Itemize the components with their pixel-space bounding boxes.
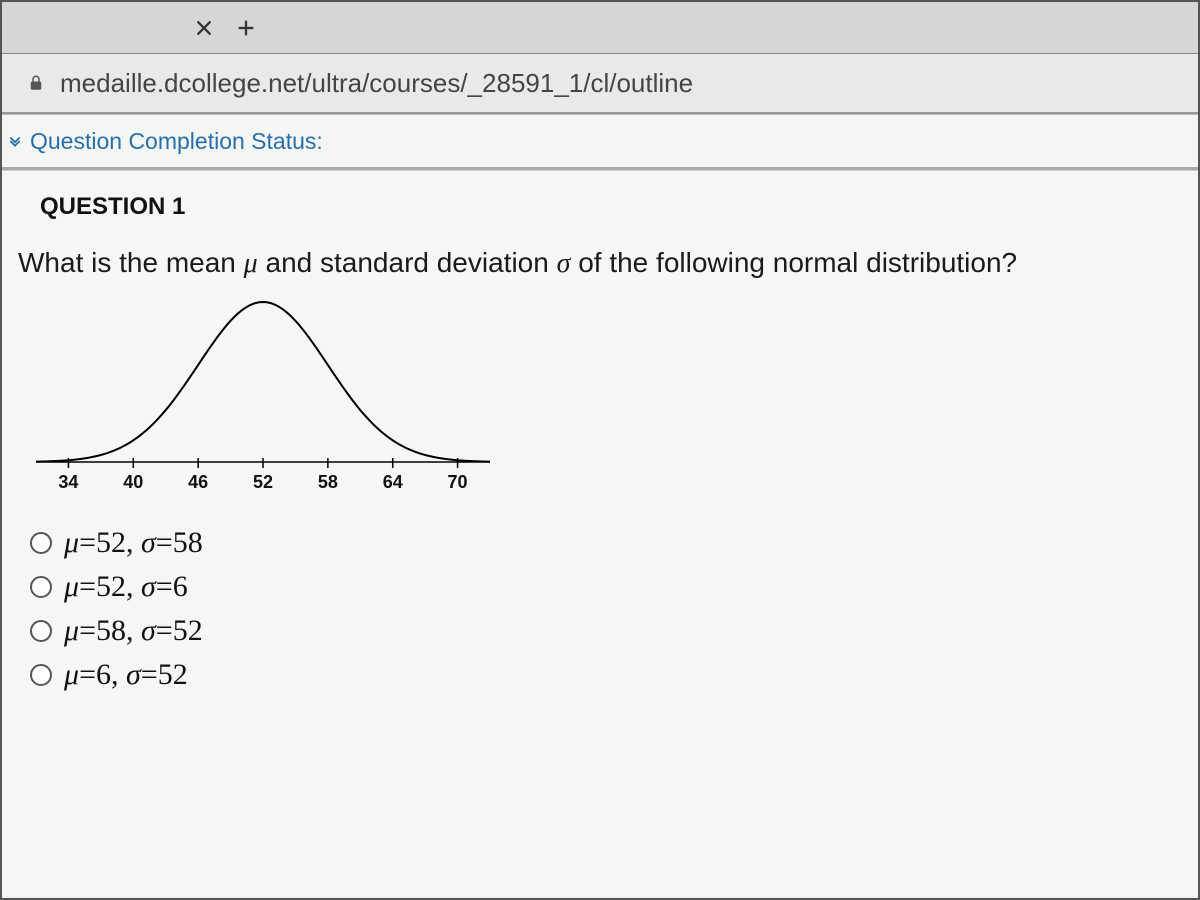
svg-text:40: 40: [123, 472, 143, 492]
chart-svg: 34 40 46 52 58 64 70: [28, 296, 508, 516]
answer-option[interactable]: μ=6, σ=52: [30, 658, 1182, 692]
prompt-text: What is the mean: [18, 247, 244, 278]
radio-button[interactable]: [30, 620, 52, 642]
answer-option[interactable]: μ=52, σ=6: [30, 570, 1182, 604]
browser-url-bar: medaille.dcollege.net/ultra/courses/_285…: [2, 54, 1198, 114]
answer-option[interactable]: μ=58, σ=52: [30, 614, 1182, 648]
option-label: μ=6, σ=52: [64, 658, 188, 692]
prompt-text: of the following normal distribution?: [570, 247, 1017, 278]
option-label: μ=52, σ=6: [64, 570, 188, 604]
lock-icon: [26, 73, 46, 93]
normal-distribution-chart: 34 40 46 52 58 64 70: [28, 296, 508, 516]
svg-text:58: 58: [318, 472, 338, 492]
browser-tab-strip: [2, 2, 1198, 54]
radio-button[interactable]: [30, 664, 52, 686]
new-tab-icon[interactable]: [234, 16, 258, 40]
completion-status-label: Question Completion Status:: [30, 128, 323, 155]
radio-button[interactable]: [30, 532, 52, 554]
sigma-symbol: σ: [557, 248, 571, 279]
app-window: medaille.dcollege.net/ultra/courses/_285…: [0, 0, 1200, 900]
chevron-down-icon: [6, 132, 24, 150]
radio-button[interactable]: [30, 576, 52, 598]
option-label: μ=58, σ=52: [64, 614, 203, 648]
question-panel: QUESTION 1 What is the mean μ and standa…: [2, 170, 1198, 896]
mu-symbol: μ: [244, 248, 258, 279]
close-tab-icon[interactable]: [192, 16, 216, 40]
url-text[interactable]: medaille.dcollege.net/ultra/courses/_285…: [60, 68, 693, 99]
answer-options: μ=52, σ=58 μ=52, σ=6 μ=58, σ=52 μ=6, σ=52: [18, 526, 1182, 692]
answer-option[interactable]: μ=52, σ=58: [30, 526, 1182, 560]
svg-text:46: 46: [188, 472, 208, 492]
question-prompt: What is the mean μ and standard deviatio…: [18, 247, 1182, 280]
prompt-text: and standard deviation: [258, 247, 557, 278]
completion-status-bar[interactable]: Question Completion Status:: [2, 114, 1198, 170]
svg-text:70: 70: [448, 472, 468, 492]
svg-text:34: 34: [58, 472, 78, 492]
svg-text:64: 64: [383, 472, 403, 492]
question-number: QUESTION 1: [40, 193, 1182, 221]
option-label: μ=52, σ=58: [64, 526, 203, 560]
svg-text:52: 52: [253, 472, 273, 492]
